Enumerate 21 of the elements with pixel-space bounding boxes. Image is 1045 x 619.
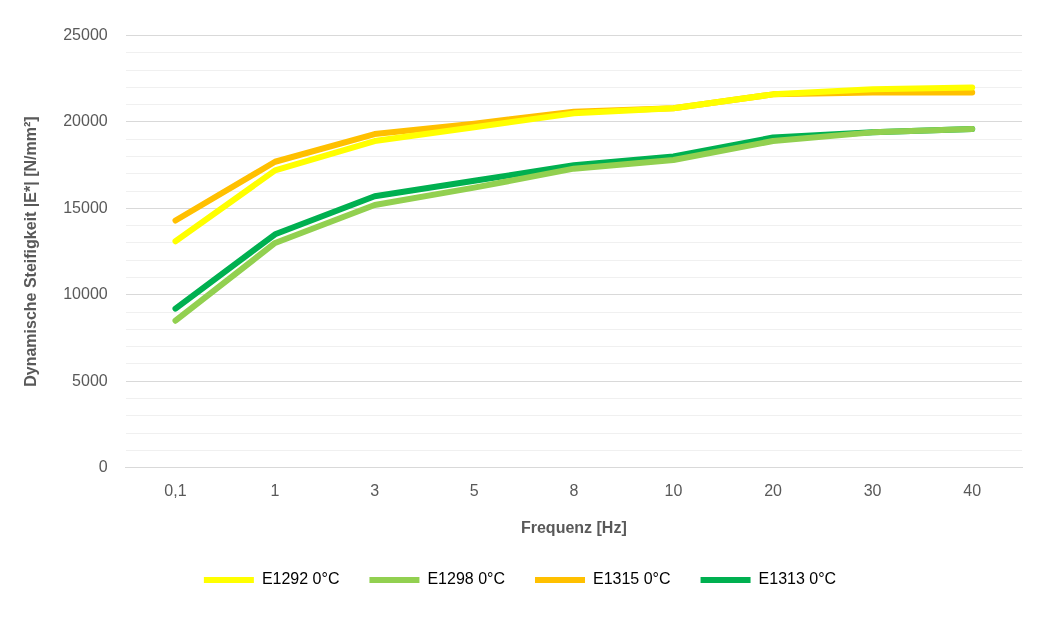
x-tick-label: 20	[764, 481, 783, 499]
y-tick-label: 25000	[63, 26, 108, 44]
x-tick-label: 10	[664, 481, 683, 499]
y-tick-label: 5000	[72, 371, 108, 389]
legend-label: E1313 0°C	[758, 570, 837, 588]
y-tick-label: 10000	[63, 285, 108, 303]
y-tick-label: 0	[98, 458, 108, 476]
y-tick-label: 20000	[63, 112, 108, 130]
x-tick-label: 8	[569, 481, 579, 499]
legend-label: E1315 0°C	[593, 570, 671, 588]
legend-label: E1292 0°C	[261, 570, 340, 588]
x-tick-label: 0,1	[164, 481, 187, 499]
x-tick-label: 30	[863, 481, 882, 499]
y-axis-title: Dynamische Steifigkeit |E*| [N/mm²]	[22, 116, 40, 387]
x-tick-label: 5	[469, 481, 479, 499]
legend-label: E1298 0°C	[427, 570, 505, 588]
x-tick-label: 40	[963, 481, 982, 499]
y-tick-label: 15000	[63, 198, 108, 216]
x-tick-label: 1	[270, 481, 280, 499]
x-tick-label: 3	[370, 481, 380, 499]
x-axis-title: Frequenz [Hz]	[520, 518, 627, 536]
